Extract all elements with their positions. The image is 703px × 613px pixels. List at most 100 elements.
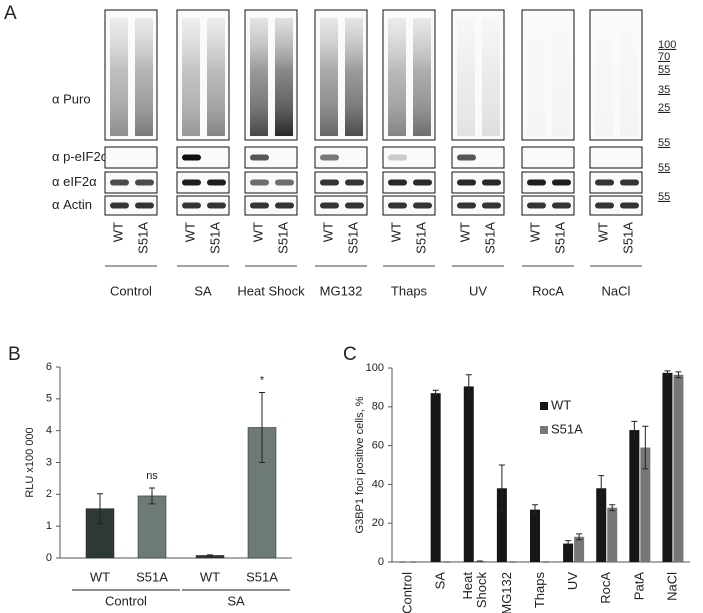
mw-marker: 55: [658, 137, 670, 149]
blot-band: [345, 179, 364, 186]
error-bar: [498, 464, 505, 513]
lane-label: S51A: [552, 222, 567, 254]
mw-marker: 70: [658, 51, 670, 63]
y-tick-label: 0: [46, 552, 52, 564]
group-label: UV: [469, 283, 487, 298]
blot-box: [314, 171, 368, 194]
y-tick-label: 4: [46, 425, 52, 437]
blot-band: [320, 154, 339, 161]
error-bar: [609, 504, 616, 512]
blot-band: [620, 202, 639, 209]
blot-band: [135, 179, 154, 186]
blot-box: [104, 171, 158, 194]
blot-box: [382, 146, 436, 169]
bar: [640, 447, 651, 562]
error-bar: [664, 370, 671, 376]
mw-marker: 35: [658, 84, 670, 96]
bar: [137, 495, 167, 559]
blot-smear: [552, 18, 570, 136]
lane-label: S51A: [413, 222, 428, 254]
blot-smear: [182, 18, 200, 136]
error-bar: [565, 540, 572, 547]
blot-band: [527, 202, 546, 209]
bar: [662, 372, 673, 562]
x-tick-label: WT: [90, 569, 110, 584]
blot-box: [589, 195, 643, 216]
group-label: Heat Shock: [237, 283, 305, 298]
blot-band: [457, 154, 476, 161]
error-bar: [465, 374, 472, 399]
legend-swatch: [540, 426, 548, 434]
row-label: α Puro: [52, 91, 91, 106]
y-tick-label: 2: [46, 488, 52, 500]
bar: [496, 488, 507, 562]
blot-band: [250, 179, 269, 186]
blot-smear: [527, 18, 545, 136]
annotation: ns: [146, 470, 158, 482]
bar: [596, 488, 607, 562]
blot-band: [110, 179, 129, 186]
lane-label: WT: [110, 222, 125, 242]
blot-band: [135, 202, 154, 209]
blot-band: [595, 179, 614, 186]
blot-band: [320, 179, 339, 186]
error-bar: [259, 391, 265, 463]
blot-box: [176, 195, 230, 216]
blot-box: [451, 195, 505, 216]
x-tick-label: S51A: [136, 569, 168, 584]
group-label: RocA: [532, 283, 564, 298]
y-tick-label: 6: [46, 361, 52, 373]
lane-label: WT: [527, 222, 542, 242]
blot-band: [388, 202, 407, 209]
blot-box: [589, 171, 643, 194]
blot-smear: [620, 18, 638, 136]
panel-label: C: [343, 344, 357, 365]
error-bar: [631, 420, 638, 440]
x-tick-label: RocA: [599, 572, 614, 604]
lane-label: S51A: [482, 222, 497, 254]
blot-box: [244, 171, 298, 194]
blot-band: [552, 179, 571, 186]
blot-band: [457, 179, 476, 186]
group-label: NaCl: [602, 283, 631, 298]
blot-smear: [388, 18, 406, 136]
y-tick-label: 60: [372, 440, 384, 452]
group-label: Thaps: [391, 283, 428, 298]
lane-label: S51A: [207, 222, 222, 254]
lane-label: WT: [388, 222, 403, 242]
lane-label: WT: [250, 222, 265, 242]
blot-box: [244, 195, 298, 216]
blot-band: [182, 154, 201, 161]
blot-box: [589, 146, 643, 169]
mw-marker: 25: [658, 102, 670, 114]
group-label: MG132: [320, 283, 363, 298]
blot-box: [382, 195, 436, 216]
blot-band: [345, 202, 364, 209]
blot-box: [451, 146, 505, 169]
lane-label: S51A: [135, 222, 150, 254]
blot-box: [589, 9, 643, 141]
x-tick-label: Control: [400, 572, 415, 613]
error-bar: [432, 389, 439, 397]
blot-band: [110, 202, 129, 209]
blot-band: [482, 179, 501, 186]
bar: [463, 386, 474, 562]
blot-box: [244, 146, 298, 169]
blot-band: [320, 202, 339, 209]
legend-swatch: [540, 402, 548, 410]
blot-band: [482, 202, 501, 209]
group-label: SA: [227, 593, 245, 608]
panel-label: A: [4, 3, 17, 24]
blot-smear: [345, 18, 363, 136]
y-tick-label: 80: [372, 401, 384, 413]
blot-smear: [110, 18, 128, 136]
annotation: *: [260, 374, 265, 386]
mw-marker: 100: [658, 39, 676, 51]
y-axis-label: RLU x100 000: [24, 427, 36, 497]
x-tick-label: Thaps: [532, 572, 547, 609]
row-label: α p-eIF2α: [52, 149, 109, 164]
blot-band: [527, 179, 546, 186]
lane-label: S51A: [275, 222, 290, 254]
